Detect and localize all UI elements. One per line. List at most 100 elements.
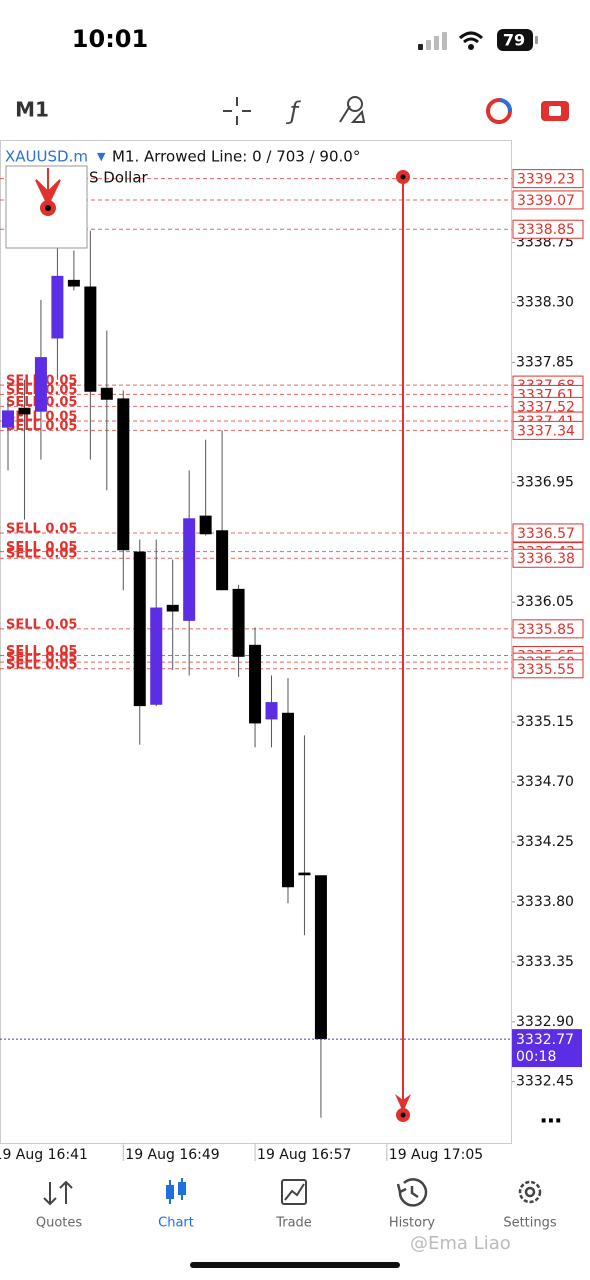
candle-body [133, 551, 146, 707]
order-price-box [512, 659, 584, 679]
order-price-label: 3338.85 [517, 222, 575, 238]
y-tick-label: 3332.45 [516, 1074, 574, 1090]
more-button[interactable]: ⋯ [540, 1109, 562, 1134]
candle-body [265, 702, 278, 720]
y-tick-label: 3334.25 [516, 834, 574, 850]
chart-frame [0, 140, 512, 1144]
candle-body [232, 588, 245, 657]
nav-label[interactable]: Quotes [36, 1216, 83, 1231]
x-tick-label: 19 Aug 16:41 [0, 1147, 88, 1163]
crosshair-icon[interactable] [223, 97, 251, 125]
order-label: SELL 0.05 [6, 644, 77, 659]
candle-body [166, 604, 179, 612]
objects-icon[interactable] [339, 96, 366, 123]
order-price-box [512, 619, 584, 639]
order-label: SELL 0.05 [6, 651, 77, 666]
order-price-box [512, 523, 584, 543]
y-tick-label: 3332.90 [516, 1014, 574, 1030]
bottom-nav: Quotes Chart Trade History Settings [36, 1178, 557, 1231]
nav-label[interactable]: History [389, 1216, 436, 1231]
candle-body [51, 275, 64, 339]
symbol-dropdown[interactable]: ▼ [97, 150, 106, 163]
order-label: SELL 0.05 [6, 657, 77, 672]
nav-label[interactable]: Chart [158, 1216, 194, 1231]
current-price-label: 3332.77 [516, 1032, 574, 1048]
battery [497, 29, 533, 51]
thumbnail-arrow [35, 168, 61, 208]
symbol[interactable]: XAUUSD.m [5, 148, 88, 166]
x-tick-label: 19 Aug 16:57 [257, 1147, 351, 1163]
watermark: @Ema Liao [410, 1233, 511, 1254]
line-handle-center [400, 1112, 406, 1118]
order-price-box [512, 548, 584, 568]
candle-body [249, 644, 262, 724]
candle-body [199, 515, 212, 535]
history-icon[interactable] [396, 1178, 428, 1207]
current-price-box [512, 1029, 582, 1068]
x-tick-label: 19 Aug 16:49 [125, 1147, 219, 1163]
symbol-description: S Dollar [89, 169, 149, 187]
y-tick-label: 3336.05 [516, 594, 574, 610]
candle-body [2, 410, 14, 428]
order-price-label: 3336.38 [517, 551, 575, 567]
nav-label[interactable]: Trade [275, 1216, 312, 1231]
order-price-box [512, 169, 584, 189]
order-price-box [512, 219, 584, 239]
chart: 3338.753338.303337.853336.953336.053335.… [0, 169, 584, 1163]
trade-nav-icon[interactable] [281, 1179, 307, 1205]
order-price-label: 3339.07 [517, 193, 575, 209]
candle-body [150, 607, 163, 705]
timeframe[interactable]: M1 [15, 98, 49, 122]
y-tick-label: 3333.80 [516, 894, 574, 910]
y-tick-label: 3335.15 [516, 714, 574, 730]
order-price-label: 3336.57 [517, 526, 575, 542]
order-price-box [512, 420, 584, 440]
thumbnail-dot-center [45, 205, 51, 211]
order-price-label: 3337.34 [517, 423, 575, 439]
candle-body [117, 398, 130, 551]
signal-icon [418, 32, 447, 50]
candle-body [216, 530, 229, 591]
order-label: SELL 0.05 [6, 540, 77, 555]
line-handle-center [400, 174, 406, 180]
order-price-box [512, 190, 584, 210]
object-info: M1. Arrowed Line: 0 / 703 / 90.0° [112, 148, 360, 166]
order-label: SELL 0.05 [6, 617, 77, 632]
candle-body [18, 407, 31, 415]
candle-body [84, 286, 97, 392]
indicators-icon[interactable]: ƒ [286, 97, 302, 125]
y-tick-label: 3336.95 [516, 474, 574, 490]
y-tick-label: 3333.35 [516, 954, 574, 970]
y-tick-label: 3338.30 [516, 295, 574, 311]
candle-body [281, 712, 294, 888]
order-label: SELL 0.05 [6, 547, 77, 562]
candle-body [314, 875, 327, 1040]
x-tick-label: 19 Aug 17:05 [389, 1147, 483, 1163]
trade-icon[interactable] [541, 101, 569, 121]
candle-body [298, 872, 311, 876]
wifi-icon [458, 31, 484, 44]
chart-icon[interactable] [166, 1178, 186, 1204]
quotes-icon[interactable] [43, 1180, 73, 1206]
candle-body [183, 518, 196, 621]
order-label: SELL 0.05 [6, 521, 77, 536]
order-label: SELL 0.05 [6, 419, 77, 434]
account-icon[interactable] [486, 98, 512, 124]
battery-level: 79 [503, 31, 525, 50]
arrow-head [395, 1094, 411, 1112]
y-tick-label: 3337.85 [516, 354, 574, 370]
nav-label[interactable]: Settings [503, 1216, 557, 1231]
candle-timer: 00:18 [516, 1049, 556, 1065]
settings-icon[interactable] [518, 1180, 542, 1204]
order-price-label: 3335.85 [517, 622, 575, 638]
candle-body [67, 279, 80, 287]
wifi-dot [468, 44, 474, 50]
order-price-label: 3339.23 [517, 172, 575, 188]
order-price-label: 3337.52 [517, 399, 575, 415]
order-price-label: 3335.55 [517, 662, 575, 678]
y-tick-label: 3334.70 [516, 774, 574, 790]
home-indicator [190, 1262, 400, 1268]
clock: 10:01 [72, 25, 148, 53]
